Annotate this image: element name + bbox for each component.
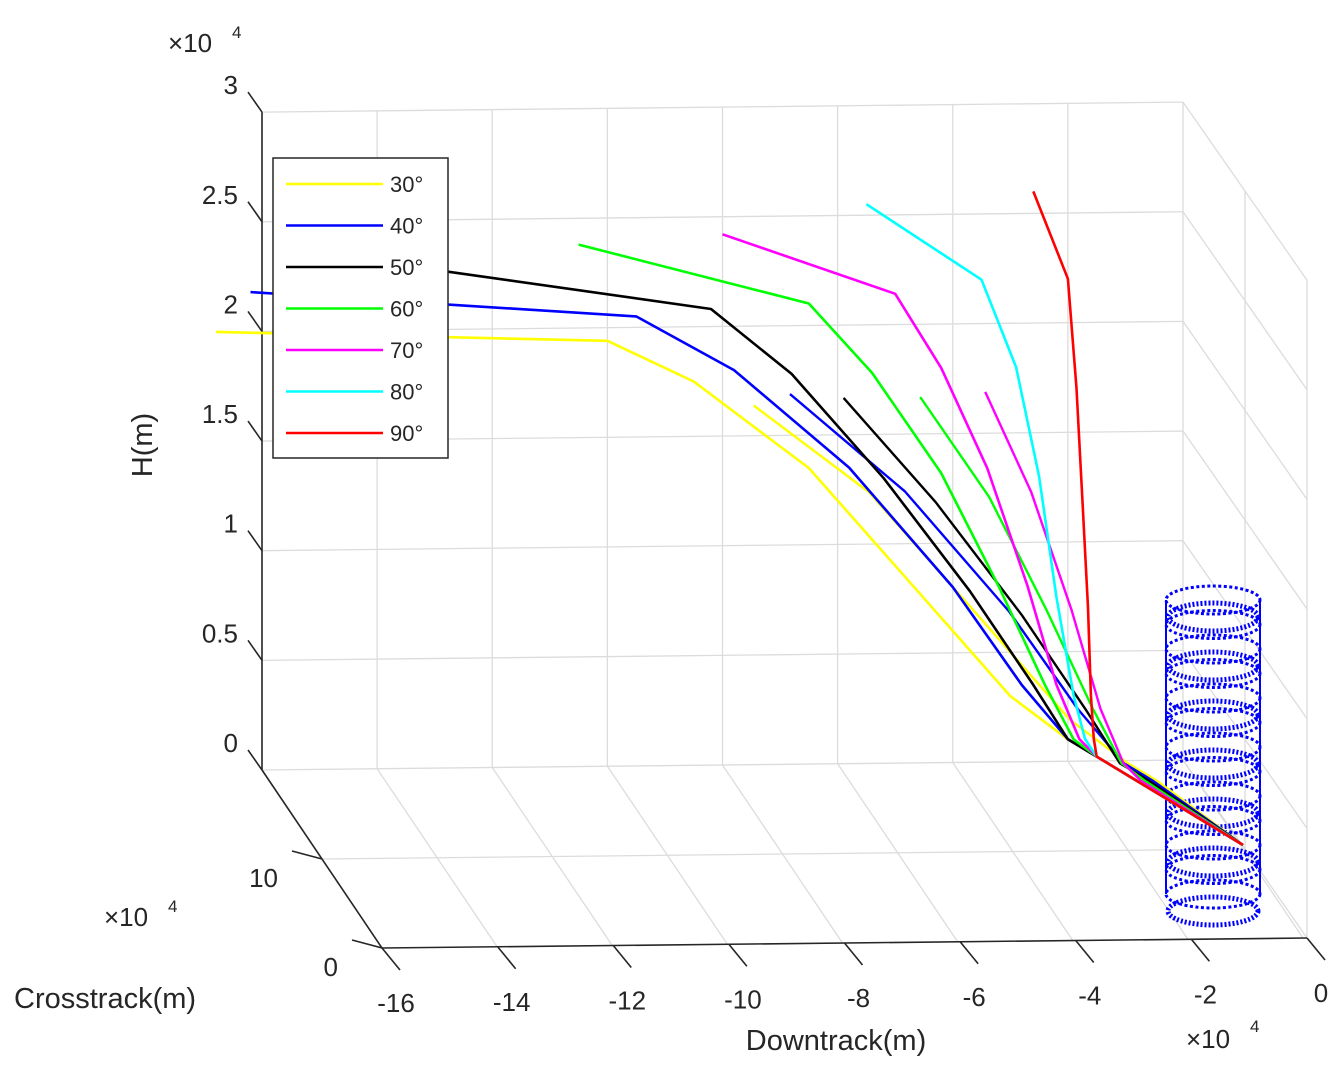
legend-label: 90° [390,421,423,446]
series-line-90deg [1032,190,1244,847]
z-tick-label: 2.5 [202,180,238,210]
z-tick-mark [247,420,263,442]
z-tick-label: 3 [224,70,238,100]
cylinder-band [1165,600,1261,634]
x-tick-label: -12 [608,986,646,1016]
legend-label: 60° [390,297,423,322]
y-multiplier-exp: 4 [168,897,177,916]
legend-label: 30° [390,172,423,197]
legend-label: 70° [390,338,423,363]
target-cylinder [1164,584,1262,928]
y-axis-label: Crosstrack(m) [14,983,196,1015]
y-tick-label: 10 [249,863,278,893]
z-tick-label: 0 [224,728,238,758]
series-line-60deg [578,243,1244,847]
z-tick-label: 2 [224,289,238,319]
trajectory-series [215,190,1244,847]
z-tick-mark [247,201,263,223]
series-line-near-70deg [984,391,1244,847]
series-line-80deg [865,203,1244,847]
y-tick-label: 0 [324,952,338,982]
x-multiplier-exp: 4 [1250,1017,1259,1036]
x-tick-mark [959,941,979,965]
x-tick-label: -14 [493,987,531,1017]
z-tick-mark [247,310,263,332]
x-tick-mark [1306,937,1326,961]
grid-line-back-horizontal [261,101,1184,113]
legend-label: 50° [390,255,423,280]
x-tick-mark [1075,939,1095,964]
cylinder-band [1165,747,1261,781]
series-line-near-50deg [842,397,1244,846]
z-tick-mark [247,749,263,771]
tick-labels: 0 0.5 1 1.5 2 2.5 3 0 10 -16 -14 -12 -10 -8 -6 -4 -2 0 [202,70,1328,1018]
x-tick-mark [728,943,748,967]
x-tick-mark [381,947,401,971]
grid-line-floor [321,848,1246,860]
series-line-near-30deg [752,404,1244,846]
z-tick-label: 1 [224,509,238,539]
cylinder-band [1165,845,1261,879]
z-tick-label: 1.5 [202,399,238,429]
z-tick-label: 0.5 [202,618,238,648]
series-line-70deg [722,233,1244,847]
grid-line-back-horizontal [261,540,1184,552]
cylinder-band [1165,649,1261,683]
x-tick-label: 0 [1314,978,1328,1008]
x-axis-label: Downtrack(m) [746,1025,926,1057]
legend-label: 80° [390,380,423,405]
x-tick-label: -6 [963,982,986,1012]
x-tick-mark [497,946,517,970]
z-tick-mark [247,639,263,661]
x-tick-label: -2 [1194,979,1217,1009]
x-tick-label: -16 [377,988,415,1018]
x-multiplier: ×10 [1186,1024,1230,1054]
x-tick-mark [1190,938,1210,962]
x-tick-mark [612,944,632,969]
y-tick-mark [291,850,323,860]
x-tick-label: -8 [847,983,870,1013]
z-tick-mark [247,530,263,552]
z-axis-label: H(m) [127,413,159,477]
y-multiplier: ×10 [104,902,148,932]
x-tick-mark [843,942,864,966]
y-tick-mark [351,939,383,949]
z-multiplier-exp: 4 [232,23,241,42]
legend: 30° 40° 50° 60° 70° 80° 90° [272,157,449,459]
z-tick-mark [247,91,263,113]
x-tick-label: -4 [1078,981,1101,1011]
legend-label: 40° [390,214,423,239]
cylinder-band [1165,894,1261,928]
z-multiplier: ×10 [168,28,212,58]
x-tick-label: -10 [724,984,762,1014]
cylinder-band [1165,698,1261,732]
